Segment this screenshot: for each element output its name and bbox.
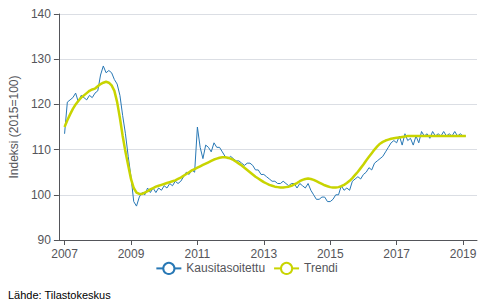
svg-text:90: 90 [38, 233, 52, 247]
svg-text:Indeksi (2015=100): Indeksi (2015=100) [7, 75, 21, 178]
svg-text:2013: 2013 [250, 247, 277, 261]
svg-text:Lähde: Tilastokeskus: Lähde: Tilastokeskus [8, 289, 111, 301]
svg-text:130: 130 [31, 52, 51, 66]
svg-text:2011: 2011 [184, 247, 210, 261]
svg-text:2015: 2015 [317, 247, 344, 261]
svg-text:Kausitasoitettu: Kausitasoitettu [186, 261, 265, 275]
svg-text:110: 110 [32, 143, 51, 157]
svg-text:Trendi: Trendi [304, 261, 338, 275]
svg-text:2019: 2019 [450, 247, 477, 261]
svg-text:100: 100 [31, 188, 51, 202]
svg-text:2017: 2017 [383, 247, 410, 261]
svg-text:120: 120 [31, 97, 51, 111]
svg-text:2009: 2009 [118, 247, 145, 261]
svg-text:140: 140 [31, 7, 51, 21]
svg-text:2007: 2007 [51, 247, 78, 261]
